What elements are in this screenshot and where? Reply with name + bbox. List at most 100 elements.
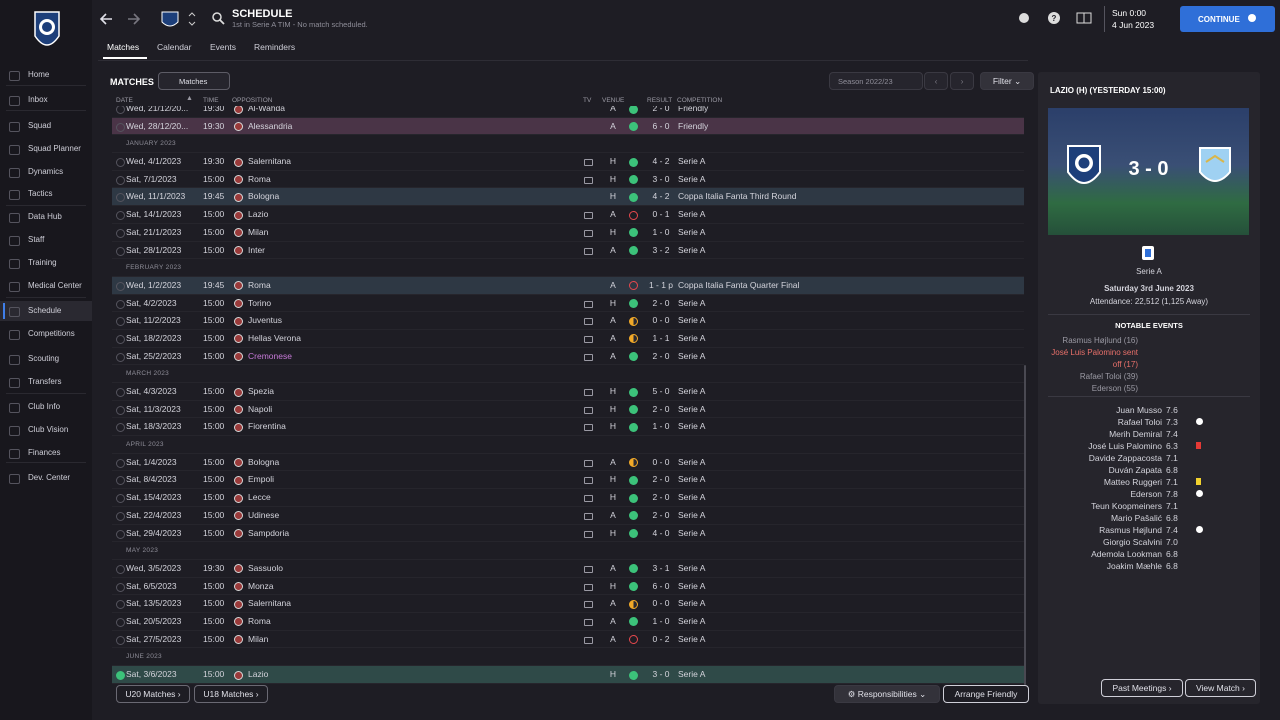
sidebar-item[interactable]: Dynamics (0, 162, 92, 182)
match-row[interactable]: Sat, 29/4/2023 15:00 Sampdoria H 4 - 0 Serie … (112, 525, 1024, 543)
match-row[interactable]: Sat, 11/2/2023 15:00 Juventus A 0 - 0 Serie A (112, 312, 1024, 330)
player-name[interactable]: Merih Demiral (1109, 429, 1162, 439)
player-name[interactable]: Ederson (1130, 489, 1162, 499)
opposition[interactable]: Roma (248, 173, 271, 184)
tab[interactable]: Calendar (157, 42, 192, 52)
sidebar-item[interactable]: Scouting (0, 349, 92, 369)
sidebar-item[interactable]: Medical Center (0, 276, 92, 296)
match-row[interactable]: Sat, 3/6/2023 15:00 Lazio H 3 - 0 Serie A (112, 666, 1024, 684)
sidebar-item[interactable]: Club Vision (0, 420, 92, 440)
opposition[interactable]: Al-Wahda (248, 106, 286, 113)
next-season[interactable]: › (950, 72, 974, 90)
opposition[interactable]: Milan (248, 226, 269, 237)
player-name[interactable]: Teun Koopmeiners (1091, 501, 1162, 511)
match-row[interactable]: Sat, 28/1/2023 15:00 Inter A 3 - 2 Serie A (112, 242, 1024, 260)
match-row[interactable]: Sat, 11/3/2023 15:00 Napoli H 2 - 0 Serie A (112, 401, 1024, 419)
sidebar-item[interactable]: Squad (0, 116, 92, 136)
tab[interactable]: Reminders (254, 42, 296, 52)
match-row[interactable]: Wed, 21/12/20... 19:30 Al-Wahda A 2 - 0 Frien… (112, 106, 1024, 118)
sidebar-item[interactable]: Inbox (0, 90, 92, 110)
match-row[interactable]: Sat, 25/2/2023 15:00 Cremonese A 2 - 0 Serie … (112, 348, 1024, 366)
sidebar-item[interactable]: Tactics (0, 184, 92, 204)
column-header[interactable]: DATE (116, 97, 133, 104)
sidebar-item[interactable]: Competitions (0, 324, 92, 344)
opposition[interactable]: Monza (248, 580, 274, 591)
column-header[interactable]: TIME (203, 97, 219, 104)
prev-season[interactable]: ‹ (924, 72, 948, 90)
opposition[interactable]: Sassuolo (248, 562, 283, 573)
match-row[interactable]: Sat, 4/2/2023 15:00 Torino H 2 - 0 Serie A (112, 295, 1024, 313)
opposition[interactable]: Juventus (248, 315, 283, 326)
footer-button[interactable]: U20 Matches › (116, 685, 190, 703)
opposition[interactable]: Fiorentina (248, 421, 286, 432)
column-header[interactable]: VENUE (602, 97, 625, 104)
opposition[interactable]: Lazio (248, 669, 269, 679)
opposition[interactable]: Alessandria (248, 120, 293, 131)
sidebar-item[interactable]: Transfers (0, 372, 92, 392)
sidebar-item[interactable]: Squad Planner (0, 139, 92, 159)
opposition[interactable]: Empoli (248, 474, 274, 485)
opposition[interactable]: Salernitana (248, 598, 292, 609)
opposition[interactable]: Inter (248, 244, 266, 255)
match-row[interactable]: Sat, 7/1/2023 15:00 Roma H 3 - 0 Serie A (112, 171, 1024, 189)
panel-button[interactable]: View Match › (1185, 679, 1256, 697)
header-icons[interactable]: ? (1016, 10, 1096, 28)
match-row[interactable]: Sat, 20/5/2023 15:00 Roma A 1 - 0 Serie A (112, 613, 1024, 631)
filter-button[interactable]: Filter ⌄ (980, 72, 1034, 90)
match-row[interactable]: Wed, 4/1/2023 19:30 Salernitana H 4 - 2 Serie… (112, 153, 1024, 171)
sidebar-item[interactable]: Club Info (0, 397, 92, 417)
sidebar-item[interactable]: Training (0, 253, 92, 273)
opposition[interactable]: Roma (248, 615, 271, 626)
match-row[interactable]: Sat, 27/5/2023 15:00 Milan A 0 - 2 Serie A (112, 631, 1024, 649)
match-row[interactable]: Sat, 18/3/2023 15:00 Fiorentina H 1 - 0 Serie… (112, 418, 1024, 437)
sidebar-item[interactable]: Staff (0, 230, 92, 250)
match-row[interactable]: Sat, 15/4/2023 15:00 Lecce H 2 - 0 Serie A (112, 489, 1024, 507)
opposition[interactable]: Sampdoria (248, 527, 290, 538)
match-row[interactable]: Sat, 18/2/2023 15:00 Hellas Verona A 1 - 1 Se… (112, 330, 1024, 348)
match-row[interactable]: Wed, 1/2/2023 19:45 Roma A 1 - 1 p Coppa Ital… (112, 276, 1024, 295)
season-dropdown[interactable]: Season 2022/23 (829, 72, 923, 90)
opposition[interactable]: Roma (248, 279, 271, 290)
panel-button[interactable]: Past Meetings › (1101, 679, 1183, 697)
match-row[interactable]: Sat, 4/3/2023 15:00 Spezia H 5 - 0 Serie A (112, 383, 1024, 401)
match-row[interactable]: Wed, 11/1/2023 19:45 Bologna H 4 - 2 Coppa It… (112, 188, 1024, 207)
player-name[interactable]: Rafael Toloi (1117, 417, 1162, 427)
match-row[interactable]: Wed, 3/5/2023 19:30 Sassuolo A 3 - 1 Serie A (112, 560, 1024, 578)
arrange-friendly-button[interactable]: Arrange Friendly (943, 685, 1029, 703)
opposition[interactable]: Bologna (248, 191, 280, 202)
opposition[interactable]: Torino (248, 297, 272, 308)
sidebar-item[interactable]: Dev. Center (0, 468, 92, 488)
opposition[interactable]: Bologna (248, 456, 280, 467)
match-row[interactable]: Sat, 6/5/2023 15:00 Monza H 6 - 0 Serie A (112, 578, 1024, 596)
tab[interactable]: Events (210, 42, 236, 52)
player-name[interactable]: Matteo Ruggeri (1103, 477, 1162, 487)
match-row[interactable]: Sat, 8/4/2023 15:00 Empoli H 2 - 0 Serie A (112, 471, 1024, 490)
player-name[interactable]: Mario Pašalić (1110, 513, 1162, 523)
match-row[interactable]: Sat, 22/4/2023 15:00 Udinese A 2 - 0 Serie A (112, 507, 1024, 525)
opposition[interactable]: Napoli (248, 403, 273, 414)
match-row[interactable]: Sat, 14/1/2023 15:00 Lazio A 0 - 1 Serie A (112, 206, 1024, 224)
opposition[interactable]: Spezia (248, 386, 274, 396)
view-dropdown[interactable]: Matches (158, 72, 230, 90)
opposition[interactable]: Lazio (248, 209, 269, 220)
column-header[interactable]: COMPETITION (677, 97, 723, 104)
continue-button[interactable]: CONTINUE (1180, 6, 1275, 32)
column-header[interactable]: TV (583, 97, 592, 104)
column-header[interactable]: OPPOSITION (232, 97, 273, 104)
player-name[interactable]: Davide Zappacosta (1088, 453, 1162, 463)
opposition[interactable]: Hellas Verona (248, 332, 301, 343)
player-name[interactable]: Giorgio Scalvini (1102, 537, 1162, 547)
match-row[interactable]: Sat, 21/1/2023 15:00 Milan H 1 - 0 Serie A (112, 224, 1024, 242)
match-row[interactable]: Sat, 1/4/2023 15:00 Bologna A 0 - 0 Serie A (112, 454, 1024, 472)
opposition[interactable]: Lecce (248, 492, 271, 503)
player-name[interactable]: Duván Zapata (1108, 465, 1162, 475)
sidebar-item[interactable]: Data Hub (0, 207, 92, 227)
player-name[interactable]: Ademola Lookman (1091, 549, 1162, 559)
nav-icons[interactable] (98, 10, 238, 30)
opposition[interactable]: Cremonese (248, 350, 292, 361)
opposition[interactable]: Milan (248, 633, 269, 644)
player-name[interactable]: Juan Musso (1116, 405, 1162, 415)
player-name[interactable]: Joakim Mæhle (1106, 561, 1162, 571)
footer-button[interactable]: U18 Matches › (194, 685, 268, 703)
opposition[interactable]: Salernitana (248, 156, 292, 167)
